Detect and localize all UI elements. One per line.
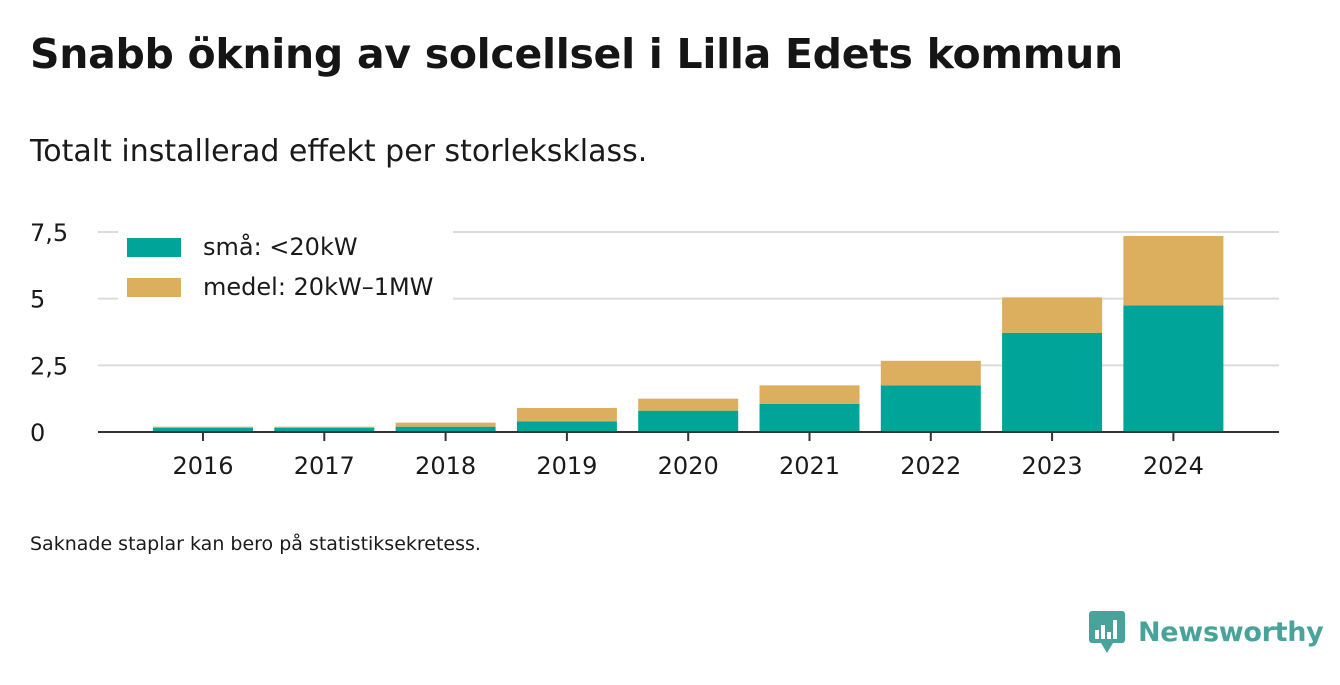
bar-segment-medel [638,398,739,411]
legend-label: små: <20kW [203,232,358,261]
x-tick-label: 2019 [536,452,597,480]
bar-segment-sma [516,421,617,432]
bar-segment-medel [274,426,375,428]
x-tick-label: 2018 [415,452,476,480]
bar-segment-medel [395,422,496,427]
x-axis-ticks: 2016 2017 2018 2019 2020 2021 2022 2023 2024 [98,431,1279,480]
y-tick-label: 5 [30,286,45,314]
bar-segment-sma [880,385,981,432]
chart-subtitle: Totalt installerad effekt per storlekskl… [30,134,648,169]
bar-segment-sma [153,428,253,432]
y-tick-label: 2,5 [30,352,68,380]
y-tick-label: 7,5 [30,219,68,247]
bar-segment-medel [880,360,981,386]
x-tick-label: 2021 [779,452,840,480]
bar-segment-sma [1123,305,1224,432]
legend-label: medel: 20kW–1MW [203,273,433,301]
bar-segment-medel [759,385,860,404]
brand-name: Newsworthy [1138,616,1324,648]
bar-segment-sma [395,426,496,432]
bar-segment-sma [274,428,375,432]
bar-segment-medel [516,408,617,422]
newsworthy-logo-icon [1089,611,1125,653]
y-axis-ticks: 0 2,5 5 7,5 [30,219,68,447]
y-tick-label: 0 [30,419,45,447]
brand-logo: Newsworthy [1088,610,1324,654]
x-tick-label: 2017 [294,452,355,480]
legend-swatch [127,278,181,297]
bar-segment-medel [1002,297,1103,333]
legend: små: <20kW medel: 20kW–1MW [118,224,453,310]
chart-title: Snabb ökning av solcellsel i Lilla Edets… [30,30,1123,78]
x-tick-label: 2023 [1022,452,1083,480]
bar-segment-sma [759,404,860,432]
x-tick-label: 2016 [172,452,233,480]
footnote: Saknade staplar kan bero på statistiksek… [30,533,481,555]
bar-segment-medel [1123,236,1224,306]
x-tick-label: 2022 [900,452,961,480]
bar-segment-medel [153,426,253,428]
bar-segment-sma [638,410,739,432]
x-tick-label: 2024 [1143,452,1204,480]
bars [153,236,1224,432]
x-tick-label: 2020 [658,452,719,480]
legend-swatch [127,238,181,257]
bar-segment-sma [1002,332,1103,432]
